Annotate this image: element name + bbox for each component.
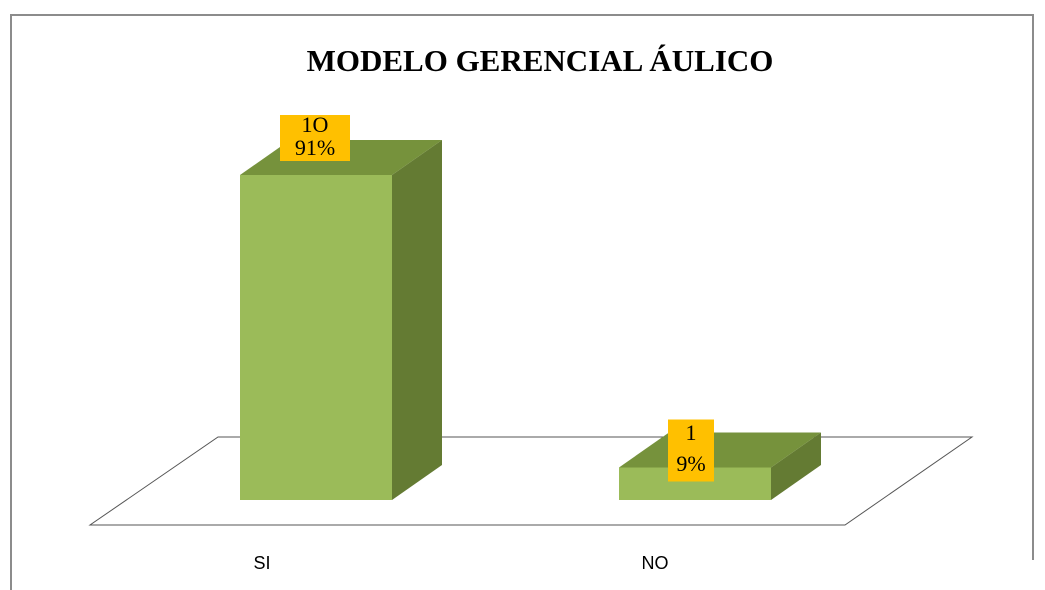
chart-title: MODELO GERENCIAL ÁULICO xyxy=(307,43,774,78)
data-label: 9% xyxy=(676,451,705,476)
bar-side xyxy=(771,432,821,500)
bar xyxy=(240,175,392,500)
data-label: 91% xyxy=(295,135,335,160)
data-label: 1O xyxy=(302,112,329,137)
data-label: 1 xyxy=(686,420,697,445)
data-label-box xyxy=(668,419,714,482)
chart-frame xyxy=(10,14,1034,590)
x-tick-label: NO xyxy=(642,553,669,573)
x-tick-label: SI xyxy=(253,553,270,573)
floor xyxy=(88,436,974,526)
bar-side xyxy=(392,140,442,500)
data-label-box xyxy=(280,115,350,161)
